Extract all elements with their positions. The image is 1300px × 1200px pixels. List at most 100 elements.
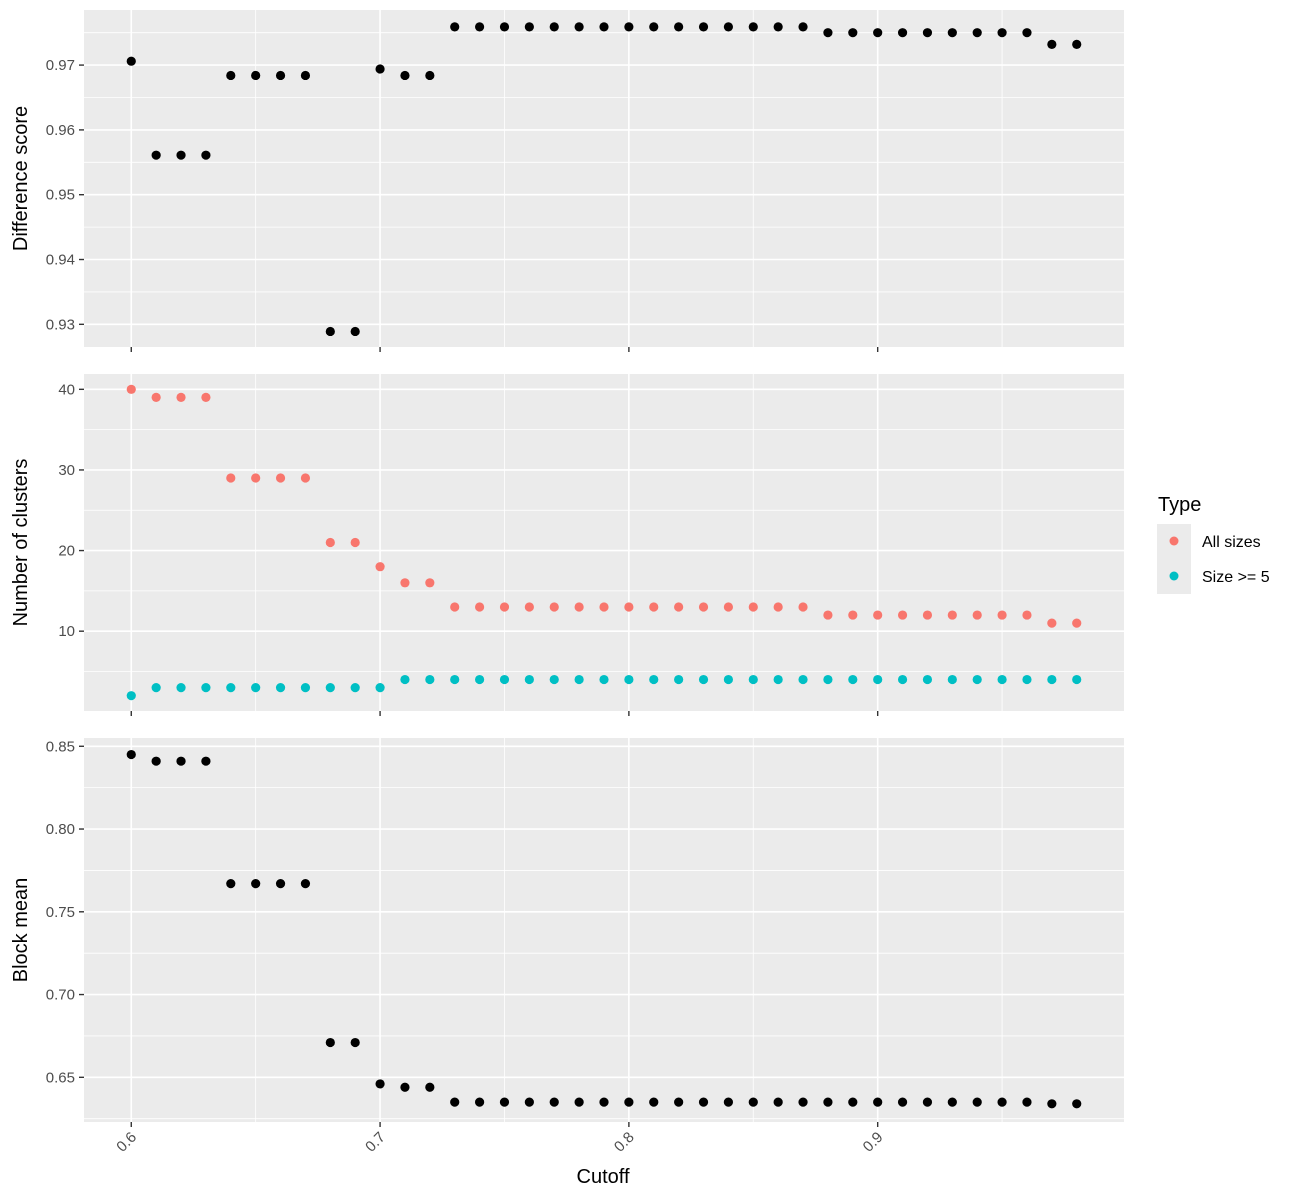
data-point xyxy=(624,674,634,685)
x-axis-title: Cutoff xyxy=(577,1166,630,1188)
data-point xyxy=(1047,39,1057,49)
data-point xyxy=(126,691,136,701)
data-point xyxy=(1047,1099,1057,1109)
data-point xyxy=(624,22,634,32)
y-tick-label: 30 xyxy=(58,462,75,479)
data-point xyxy=(698,674,709,685)
data-point xyxy=(325,1037,335,1048)
series-points xyxy=(126,22,1082,337)
data-point xyxy=(126,56,136,66)
data-point xyxy=(350,1037,360,1048)
data-point xyxy=(599,22,609,32)
data-point xyxy=(201,756,211,766)
data-point xyxy=(599,674,609,685)
data-point xyxy=(176,392,186,402)
legend-title: Type xyxy=(1158,494,1201,516)
data-point xyxy=(773,22,783,32)
data-point xyxy=(201,683,211,693)
data-point xyxy=(201,392,211,402)
data-point xyxy=(226,683,236,693)
data-point xyxy=(649,22,659,32)
data-point xyxy=(674,22,684,32)
y-axis-title: Number of clusters xyxy=(10,459,32,627)
data-point xyxy=(325,683,335,693)
data-point xyxy=(1047,674,1057,685)
data-point xyxy=(549,1097,559,1107)
data-point xyxy=(300,473,311,483)
data-point xyxy=(151,392,161,402)
x-tick-label: 0.9 xyxy=(860,1129,887,1156)
data-point xyxy=(723,22,734,32)
data-point xyxy=(873,610,883,620)
legend-label-all-sizes: All sizes xyxy=(1202,534,1261,551)
data-point xyxy=(624,1097,634,1107)
data-point xyxy=(823,28,833,38)
data-point xyxy=(748,602,758,612)
data-point xyxy=(574,22,584,32)
data-point xyxy=(624,602,634,612)
data-point xyxy=(450,22,460,32)
panel-background xyxy=(84,738,1124,1122)
data-point xyxy=(375,562,385,572)
data-point xyxy=(474,1097,485,1107)
data-point xyxy=(698,1097,709,1107)
data-point xyxy=(773,602,783,612)
data-point xyxy=(649,674,659,685)
x-tick-label: 0.6 xyxy=(113,1129,140,1156)
data-point xyxy=(1022,28,1032,38)
data-point xyxy=(897,610,908,620)
data-point xyxy=(450,1097,460,1107)
data-point xyxy=(574,602,584,612)
y-tick-label: 0.97 xyxy=(46,57,75,74)
data-point xyxy=(251,473,261,483)
legend: Type All sizes Size >= 5 xyxy=(1157,494,1270,594)
data-point xyxy=(972,674,982,685)
x-tick-label: 0.8 xyxy=(611,1129,638,1156)
y-axis-title: Difference score xyxy=(10,106,32,251)
data-point xyxy=(574,1097,584,1107)
data-point xyxy=(574,674,584,685)
data-point xyxy=(947,28,957,38)
data-point xyxy=(549,674,559,685)
data-point xyxy=(251,70,261,81)
data-point xyxy=(126,749,136,760)
data-point xyxy=(723,1097,734,1107)
data-point xyxy=(325,537,335,548)
data-point xyxy=(848,674,858,685)
data-point xyxy=(997,674,1007,685)
data-point xyxy=(375,1079,385,1089)
panel-1: 0.93 0.94 0.95 0.96 0.97 Difference score xyxy=(10,10,1124,352)
data-point xyxy=(1072,674,1082,685)
data-point xyxy=(972,610,982,620)
data-point xyxy=(649,1097,659,1107)
y-tick-label: 0.65 xyxy=(46,1069,75,1086)
data-point xyxy=(599,602,609,612)
data-point xyxy=(425,578,435,588)
data-point xyxy=(823,610,833,620)
data-point xyxy=(226,879,236,889)
data-point xyxy=(275,70,286,81)
data-point xyxy=(151,756,161,766)
data-point xyxy=(450,602,460,612)
data-point xyxy=(524,1097,534,1107)
data-point xyxy=(922,28,933,38)
panel-background xyxy=(84,10,1124,347)
data-point xyxy=(674,674,684,685)
data-point xyxy=(972,28,982,38)
data-point xyxy=(425,70,435,81)
data-point xyxy=(674,602,684,612)
data-point xyxy=(748,674,758,685)
data-point xyxy=(251,683,261,693)
data-point xyxy=(400,1082,410,1092)
data-point xyxy=(947,674,957,685)
data-point xyxy=(375,683,385,693)
data-point xyxy=(549,602,559,612)
data-point xyxy=(126,384,136,394)
data-point xyxy=(226,70,236,81)
data-point xyxy=(176,756,186,766)
legend-key-all-sizes xyxy=(1169,536,1179,546)
data-point xyxy=(798,1097,808,1107)
data-point xyxy=(251,879,261,889)
data-point xyxy=(151,150,161,160)
